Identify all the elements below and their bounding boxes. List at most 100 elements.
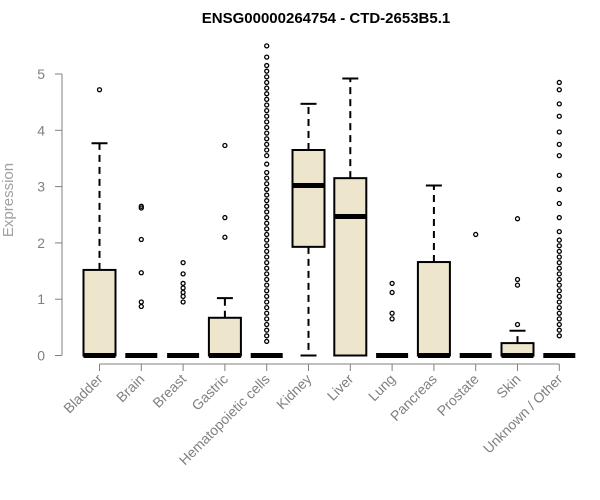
outlier-point bbox=[556, 299, 562, 305]
y-tick-label: 0 bbox=[37, 348, 45, 364]
outlier-point bbox=[556, 87, 562, 93]
outlier-point bbox=[264, 198, 270, 204]
outlier-point bbox=[556, 265, 562, 271]
y-tick-label: 2 bbox=[37, 235, 45, 251]
outlier-point bbox=[138, 270, 144, 276]
outlier-point bbox=[556, 276, 562, 283]
box bbox=[207, 316, 242, 357]
outlier-point bbox=[556, 248, 562, 254]
box-group bbox=[543, 79, 576, 358]
outlier-point bbox=[264, 130, 270, 136]
outlier-point bbox=[264, 91, 270, 97]
outlier-point bbox=[264, 231, 270, 238]
outlier-point bbox=[556, 316, 562, 322]
outlier-point bbox=[556, 304, 562, 311]
outlier-point bbox=[473, 231, 479, 238]
outlier-point bbox=[222, 214, 228, 221]
outlier-point bbox=[264, 54, 270, 60]
outlier-point bbox=[264, 316, 270, 322]
outlier-point bbox=[556, 321, 562, 328]
x-tick-label: Prostate bbox=[434, 371, 482, 419]
outlier-point bbox=[264, 113, 270, 119]
outlier-point bbox=[556, 243, 562, 249]
outlier-point bbox=[264, 119, 270, 125]
outlier-point bbox=[514, 282, 521, 288]
outlier-point bbox=[556, 172, 562, 178]
outlier-point bbox=[556, 254, 562, 260]
outlier-point bbox=[264, 152, 270, 159]
outlier-point bbox=[514, 216, 521, 222]
outlier-point bbox=[264, 62, 270, 69]
box-group bbox=[82, 87, 117, 358]
outlier-point bbox=[264, 321, 270, 328]
outlier-point bbox=[556, 259, 562, 266]
outlier-point bbox=[556, 79, 562, 86]
outlier-point bbox=[389, 280, 395, 287]
outlier-point bbox=[264, 181, 270, 187]
box-group bbox=[416, 184, 451, 358]
outlier-point bbox=[264, 248, 270, 254]
box-group bbox=[376, 280, 409, 358]
outlier-point bbox=[138, 299, 144, 305]
box-group bbox=[333, 77, 368, 357]
outlier-point bbox=[222, 142, 228, 149]
outlier-point bbox=[264, 288, 270, 294]
box bbox=[82, 268, 117, 357]
outlier-point bbox=[264, 186, 270, 193]
outlier-point bbox=[180, 271, 186, 277]
outlier-point bbox=[556, 186, 562, 193]
outlier-point bbox=[556, 228, 562, 235]
outlier-point bbox=[514, 276, 521, 283]
outlier-point bbox=[264, 79, 270, 86]
outlier-point bbox=[264, 203, 270, 209]
outlier-point bbox=[264, 136, 270, 142]
box-group bbox=[207, 142, 242, 358]
chart-title: ENSG00000264754 - CTD-2653B5.1 bbox=[202, 10, 450, 27]
outlier-point bbox=[514, 321, 521, 328]
outlier-point bbox=[264, 74, 270, 80]
outlier-point bbox=[556, 129, 562, 135]
outlier-point bbox=[180, 289, 186, 296]
outlier-point bbox=[389, 316, 395, 322]
outlier-point bbox=[264, 175, 270, 181]
outlier-point bbox=[264, 161, 270, 167]
outlier-point bbox=[264, 276, 270, 283]
y-tick-label: 1 bbox=[37, 291, 45, 307]
y-tick-label: 5 bbox=[37, 66, 45, 82]
x-tick-label: Skin bbox=[493, 371, 524, 402]
box-group bbox=[125, 203, 158, 358]
outlier-point bbox=[264, 68, 270, 74]
outlier-point bbox=[556, 293, 562, 300]
outlier-point bbox=[180, 280, 186, 287]
outlier-point bbox=[556, 101, 562, 107]
outlier-point bbox=[138, 236, 144, 243]
outlier-point bbox=[264, 209, 270, 215]
outlier-point bbox=[264, 265, 270, 271]
outlier-point bbox=[264, 338, 270, 345]
x-tick-label: Bladder bbox=[60, 371, 106, 417]
outlier-point bbox=[264, 254, 270, 260]
outlier-point bbox=[264, 141, 270, 148]
x-tick-label: Lung bbox=[365, 371, 398, 404]
outlier-point bbox=[264, 327, 270, 333]
outlier-point bbox=[556, 113, 562, 119]
outlier-point bbox=[556, 310, 562, 316]
outlier-point bbox=[264, 271, 270, 277]
outlier-point bbox=[389, 289, 395, 296]
outlier-point bbox=[264, 304, 270, 311]
outlier-point bbox=[556, 271, 562, 277]
outlier-point bbox=[264, 259, 270, 266]
outlier-point bbox=[264, 243, 270, 249]
outlier-point bbox=[264, 333, 270, 339]
outlier-point bbox=[556, 214, 562, 221]
box-group bbox=[459, 231, 492, 358]
outlier-point bbox=[264, 214, 270, 221]
outlier-point bbox=[96, 87, 103, 93]
outlier-point bbox=[264, 282, 270, 288]
outlier-point bbox=[389, 310, 395, 316]
box-group bbox=[167, 259, 200, 358]
box bbox=[291, 149, 326, 248]
outlier-point bbox=[264, 220, 270, 226]
outlier-point bbox=[556, 333, 562, 339]
